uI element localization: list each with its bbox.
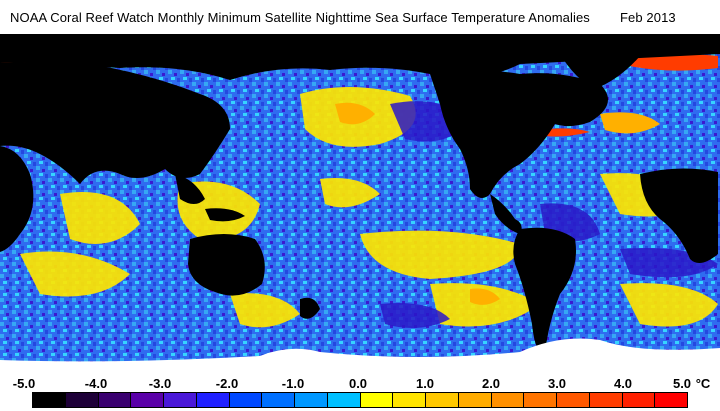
scale-unit: °C bbox=[695, 376, 711, 391]
scale-swatch bbox=[196, 393, 230, 407]
scale-label-pos1: 1.0 bbox=[415, 376, 435, 391]
scale-swatch bbox=[491, 393, 525, 407]
antarctic-ice bbox=[0, 338, 720, 370]
scale-label-neg3: -3.0 bbox=[148, 376, 172, 391]
hot-anomaly-spots bbox=[335, 102, 660, 305]
scale-swatch bbox=[295, 393, 328, 407]
title-text: NOAA Coral Reef Watch Monthly Minimum Sa… bbox=[10, 10, 590, 25]
color-scale: -5.0 -4.0 -3.0 -2.0 -1.0 0.0 1.0 2.0 3.0… bbox=[0, 376, 720, 411]
land-masses bbox=[0, 34, 720, 354]
sst-anomaly-map bbox=[0, 34, 720, 370]
scale-swatch bbox=[622, 393, 656, 407]
scale-swatch bbox=[262, 393, 295, 407]
title-date: Feb 2013 bbox=[620, 10, 676, 25]
scale-swatch bbox=[164, 393, 197, 407]
scale-label-neg5: -5.0 bbox=[12, 376, 36, 391]
scale-swatch bbox=[426, 393, 459, 407]
color-scale-bar bbox=[32, 392, 688, 408]
scale-swatch bbox=[98, 393, 132, 407]
scale-swatch bbox=[360, 393, 394, 407]
scale-swatch bbox=[327, 393, 361, 407]
scale-label-neg2: -2.0 bbox=[215, 376, 239, 391]
map-title: NOAA Coral Reef Watch Monthly Minimum Sa… bbox=[10, 10, 676, 25]
scale-label-pos4: 4.0 bbox=[613, 376, 633, 391]
scale-label-pos2: 2.0 bbox=[481, 376, 501, 391]
scale-swatch bbox=[131, 393, 164, 407]
scale-swatch bbox=[458, 393, 492, 407]
scale-swatch bbox=[229, 393, 263, 407]
scale-swatch bbox=[655, 393, 687, 407]
scale-swatch bbox=[393, 393, 426, 407]
scale-label-zero: 0.0 bbox=[348, 376, 368, 391]
scale-swatch bbox=[524, 393, 557, 407]
scale-label-neg4: -4.0 bbox=[84, 376, 108, 391]
scale-label-pos5: 5.0 bbox=[672, 376, 692, 391]
scale-label-neg1: -1.0 bbox=[281, 376, 305, 391]
scale-swatch bbox=[557, 393, 590, 407]
scale-swatch bbox=[33, 393, 66, 407]
scale-swatch bbox=[65, 393, 99, 407]
scale-swatch bbox=[589, 393, 623, 407]
scale-label-pos3: 3.0 bbox=[547, 376, 567, 391]
